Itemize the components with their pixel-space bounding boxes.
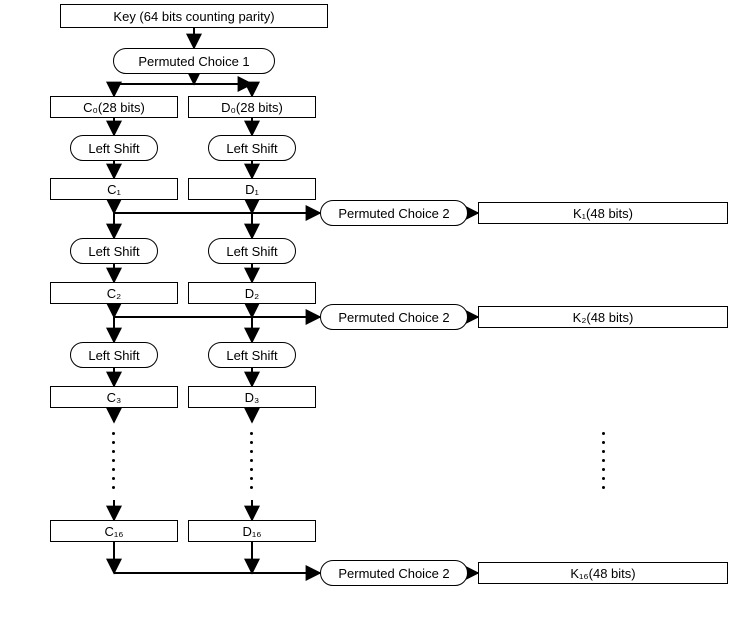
- node-c0: C₀(28 bits): [50, 96, 178, 118]
- node-c3: C₃: [50, 386, 178, 408]
- node-ls2c: Left Shift: [70, 238, 158, 264]
- node-k16: K₁₆(48 bits): [478, 562, 728, 584]
- node-d1: D₁: [188, 178, 316, 200]
- ellipsis-c-column: [112, 432, 115, 489]
- node-c2: C₂: [50, 282, 178, 304]
- node-c1: C₁: [50, 178, 178, 200]
- node-pc2b: Permuted Choice 2: [320, 304, 468, 330]
- node-ls1c: Left Shift: [70, 135, 158, 161]
- ellipsis-k-column: [602, 432, 605, 489]
- node-ls2d: Left Shift: [208, 238, 296, 264]
- node-ls3c: Left Shift: [70, 342, 158, 368]
- node-pc2a: Permuted Choice 2: [320, 200, 468, 226]
- node-pc1: Permuted Choice 1: [113, 48, 275, 74]
- node-k1: K₁(48 bits): [478, 202, 728, 224]
- node-c16: C₁₆: [50, 520, 178, 542]
- node-ls3d: Left Shift: [208, 342, 296, 368]
- ellipsis-d-column: [250, 432, 253, 489]
- node-d0: D₀(28 bits): [188, 96, 316, 118]
- node-k2: K₂(48 bits): [478, 306, 728, 328]
- node-pc2c: Permuted Choice 2: [320, 560, 468, 586]
- node-ls1d: Left Shift: [208, 135, 296, 161]
- node-d2: D₂: [188, 282, 316, 304]
- node-d3: D₃: [188, 386, 316, 408]
- node-d16: D₁₆: [188, 520, 316, 542]
- node-key: Key (64 bits counting parity): [60, 4, 328, 28]
